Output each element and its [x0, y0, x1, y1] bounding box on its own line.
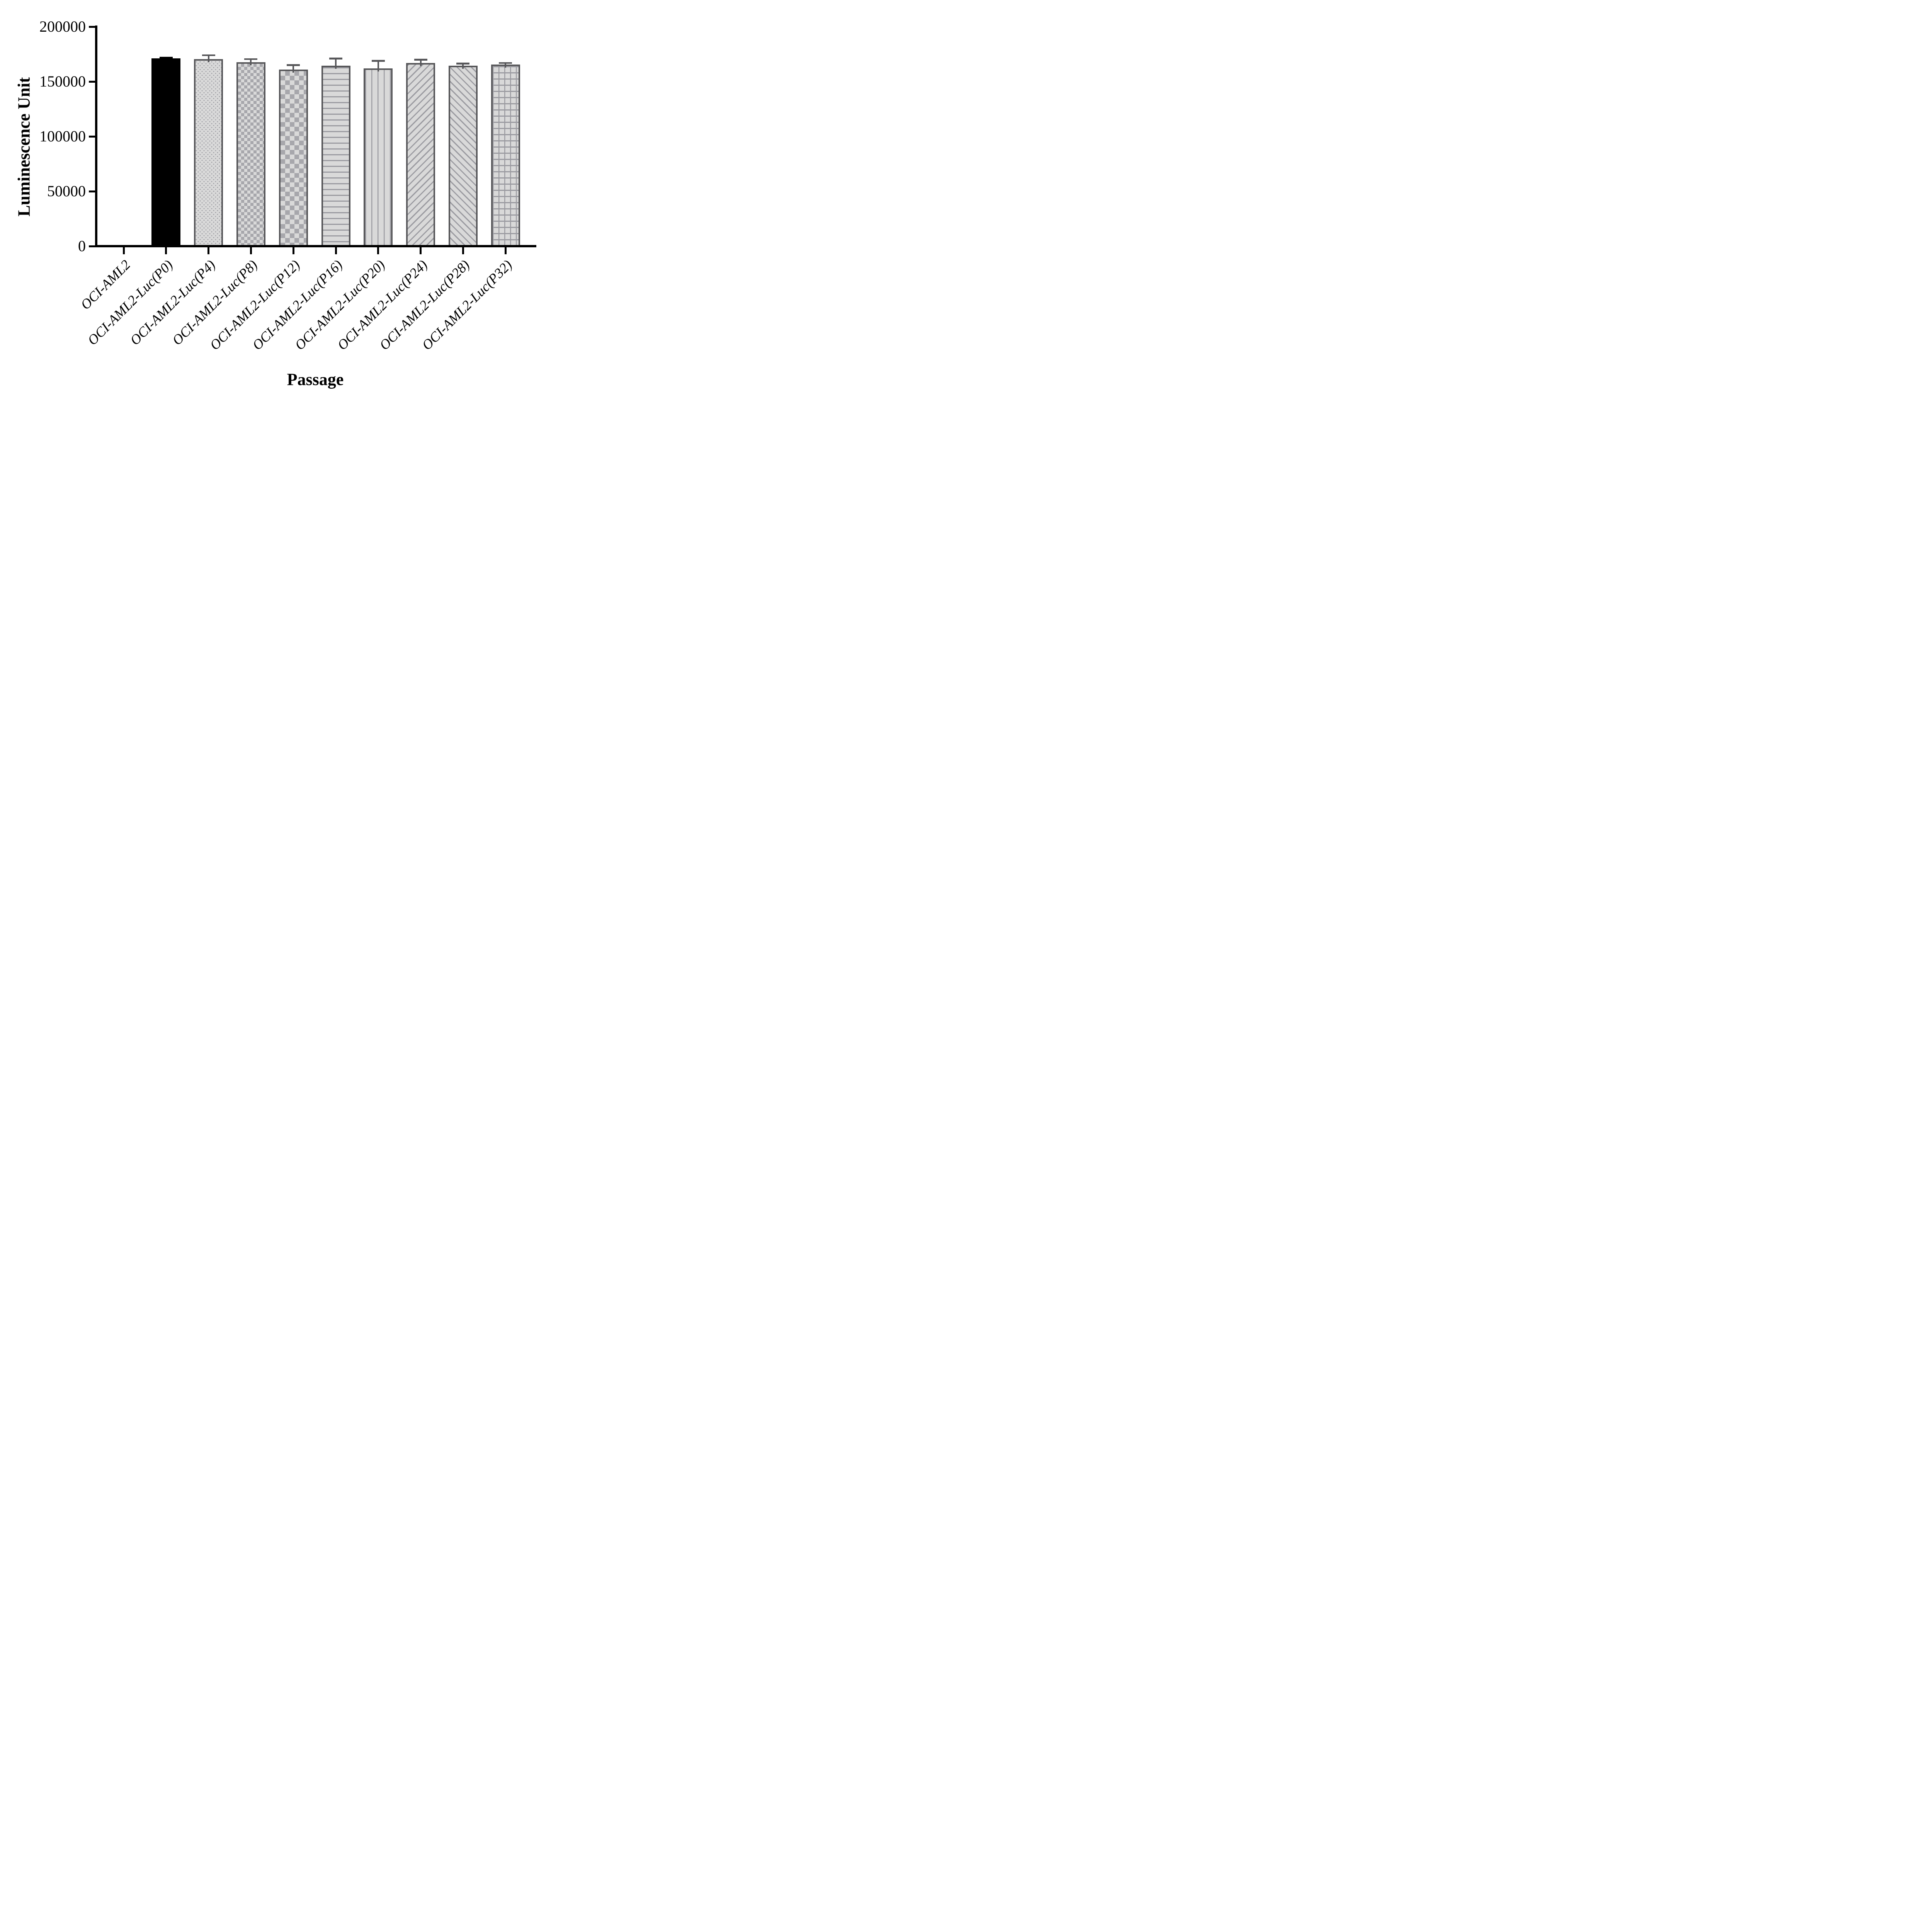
bar	[321, 65, 350, 247]
error-bar-cap	[414, 59, 427, 61]
error-bar-cap	[244, 58, 258, 60]
x-axis-line	[95, 245, 536, 247]
bar	[364, 68, 393, 247]
y-tick	[89, 135, 96, 138]
error-bar-cap	[287, 64, 300, 66]
x-tick	[207, 247, 210, 254]
error-bar-cap	[202, 54, 215, 56]
error-bar-stem	[377, 61, 379, 71]
error-bar-stem	[420, 60, 422, 66]
error-bar-stem	[207, 55, 209, 62]
bar	[448, 65, 478, 247]
x-tick	[250, 247, 252, 254]
error-bar-stem	[250, 59, 252, 66]
error-bar-cap	[329, 58, 342, 60]
x-tick	[504, 247, 507, 254]
error-bar-cap	[159, 56, 173, 59]
y-tick-label: 0	[78, 237, 86, 255]
x-tick	[122, 247, 125, 254]
error-bar-cap	[499, 62, 512, 64]
bar	[151, 58, 181, 247]
y-tick	[89, 190, 96, 192]
y-tick-label: 100000	[39, 128, 86, 145]
bar	[236, 62, 265, 247]
y-tick-label: 150000	[39, 73, 86, 90]
error-bar-stem	[462, 63, 464, 69]
y-tick	[89, 80, 96, 83]
y-tick-label: 50000	[47, 182, 86, 200]
y-tick	[89, 26, 96, 28]
error-bar-cap	[456, 63, 470, 65]
x-tick	[165, 247, 167, 254]
error-bar-stem	[335, 58, 337, 69]
y-tick-label: 200000	[39, 18, 86, 35]
chart-canvas: Luminescence Unit Passage 0 50000 100000 15…	[0, 0, 569, 404]
error-bar-stem	[165, 57, 167, 62]
x-axis-title: Passage	[287, 370, 344, 389]
y-tick	[89, 245, 96, 247]
error-bar-stem	[293, 65, 294, 73]
x-tick	[335, 247, 337, 254]
bar	[279, 69, 308, 247]
x-tick	[462, 247, 464, 254]
error-bar-cap	[371, 60, 385, 62]
x-tick	[292, 247, 294, 254]
bar	[406, 63, 435, 247]
y-axis-line	[95, 26, 97, 247]
error-bar-stem	[505, 63, 507, 68]
x-tick	[420, 247, 422, 254]
bar	[194, 59, 223, 247]
x-tick	[377, 247, 379, 254]
bar	[491, 64, 520, 247]
